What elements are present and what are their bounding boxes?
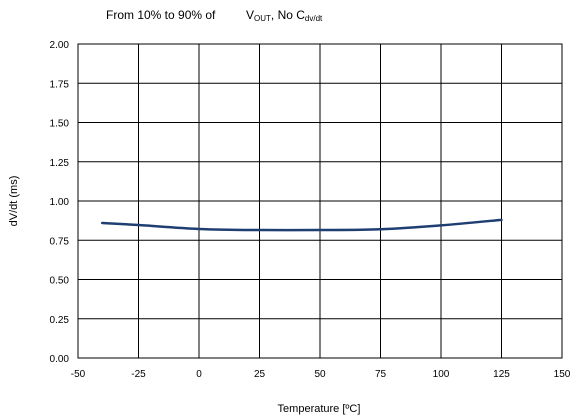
y-axis-label: dV/dt (ms) [8,176,20,227]
plot-frame [77,43,563,359]
x-tick-label: -25 [131,369,146,380]
y-axis-ticks: 0.00 0.25 0.50 0.75 1.00 1.25 1.50 1.75 2.00 [50,40,70,365]
x-tick-label: -50 [71,369,86,380]
x-tick-label: 0 [196,369,202,380]
y-tick-label: 1.00 [50,197,70,208]
y-tick-label: 1.50 [50,119,70,130]
x-axis-ticks: -50 -25 0 25 50 75 100 125 150 [71,369,571,380]
x-tick-label: 100 [433,369,450,380]
y-tick-label: 0.50 [50,276,70,287]
title-c-subscript: dv/dt [304,14,323,23]
y-tick-label: 0.00 [50,354,70,365]
title-v-letter: V [246,8,255,22]
x-tick-label: 75 [375,369,387,380]
series-group [100,218,503,232]
y-tick-label: 2.00 [50,40,70,51]
grid [77,43,563,359]
title-v-subscript: OUT [254,14,271,23]
chart-title-signal: VOUT, No Cdv/dt [246,8,322,23]
x-tick-label: 150 [554,369,571,380]
y-tick-label: 0.75 [50,236,70,247]
x-tick-label: 125 [493,369,510,380]
y-tick-label: 0.25 [50,315,70,326]
y-tick-label: 1.75 [50,79,70,90]
chart-title-condition: From 10% to 90% of [106,8,216,22]
x-tick-label: 50 [314,369,326,380]
series-line [100,218,503,232]
x-axis-label: Temperature [ºC] [278,403,361,415]
x-tick-label: 25 [254,369,266,380]
title-separator: , No C [270,8,305,22]
y-tick-label: 1.25 [50,158,70,169]
